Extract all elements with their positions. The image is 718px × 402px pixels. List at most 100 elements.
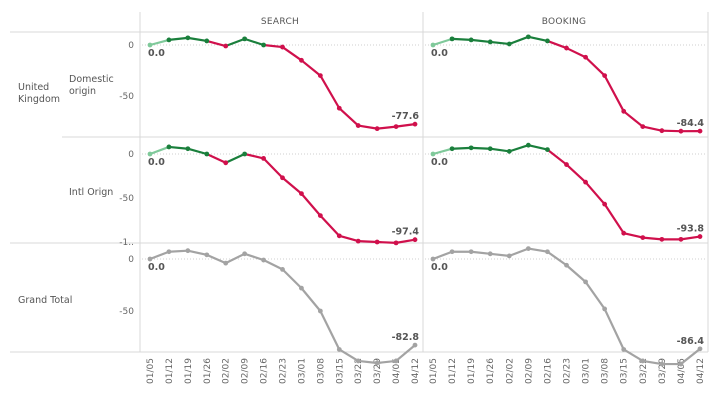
x-tick-label: 01/26: [486, 358, 496, 384]
data-point: [393, 124, 399, 129]
series-line-segment: [470, 38, 492, 44]
data-point: [659, 128, 665, 134]
series-line-segment: [319, 214, 341, 237]
data-point: [640, 358, 646, 364]
data-point: [242, 251, 248, 257]
data-point: [449, 249, 455, 255]
series-line-segment: [357, 359, 379, 365]
data-point: [299, 285, 304, 291]
subrow-label-line: Domestic: [69, 74, 114, 85]
data-point: [659, 236, 665, 242]
y-tick-label: 0: [128, 150, 134, 160]
series-line-segment: [205, 39, 227, 48]
series-line-segment: [186, 36, 208, 43]
y-tick-label: -50: [119, 92, 134, 102]
x-tick-label: 02/16: [260, 358, 270, 384]
series-line-segment: [546, 148, 568, 166]
series-line-segment: [357, 240, 379, 244]
x-tick-label: 02/16: [543, 358, 553, 384]
row-label-line: United: [18, 82, 49, 93]
series-line-segment: [338, 234, 360, 243]
y-tick-label: -1..: [119, 238, 134, 248]
x-tick-label: 02/23: [563, 358, 573, 384]
data-point: [449, 146, 455, 152]
data-point: [506, 148, 512, 154]
series-line-segment: [167, 36, 189, 42]
series-line-segment: [243, 152, 265, 160]
series-line-segment: [319, 74, 341, 110]
data-point: [525, 246, 531, 252]
series-line-segment: [527, 35, 549, 43]
series-line-segment: [603, 74, 625, 113]
series-line-segment: [167, 249, 189, 253]
data-point: [621, 230, 627, 236]
subrow-label-domestic-origin: Domestic origin: [69, 74, 117, 97]
data-point: [545, 249, 550, 255]
start-value-label: 0.0: [148, 157, 165, 168]
series-line-segment: [470, 250, 492, 255]
end-value-label: -97.4: [392, 227, 420, 238]
data-point: [317, 213, 323, 219]
end-value-label: -93.8: [677, 224, 705, 235]
data-point: [583, 54, 588, 60]
data-point: [204, 151, 210, 157]
data-point: [621, 108, 627, 114]
series-line-segment: [431, 147, 454, 156]
start-value-label: 0.0: [148, 262, 165, 273]
series-line-segment: [148, 38, 171, 47]
series-line-segment: [186, 147, 208, 156]
data-point: [487, 251, 493, 257]
x-tick-label: 03/08: [316, 358, 326, 384]
series-line-segment: [262, 258, 284, 271]
start-value-label: 0.0: [148, 48, 165, 59]
end-value-label: -84.4: [677, 118, 705, 129]
data-point: [166, 37, 172, 43]
data-point: [374, 360, 380, 366]
data-point: [147, 151, 153, 157]
data-point: [678, 128, 684, 134]
series-line-segment: [431, 250, 454, 261]
x-tick-label: 02/23: [279, 358, 289, 384]
series-line-segment: [565, 163, 587, 184]
series-line-segment: [450, 146, 473, 150]
data-point: [564, 45, 569, 51]
series-line-segment: [243, 37, 265, 47]
data-point: [449, 36, 455, 42]
data-point: [430, 151, 436, 157]
column-header-booking: BOOKING: [542, 17, 587, 27]
row-label-grand-total: Grand Total: [18, 295, 72, 306]
data-point: [640, 235, 646, 241]
data-point: [545, 38, 550, 44]
series-line-segment: [186, 249, 208, 256]
data-point: [280, 267, 285, 272]
data-point: [185, 248, 191, 254]
data-point: [336, 105, 342, 111]
series-line-segment: [489, 252, 511, 257]
series-line-segment: [376, 240, 398, 244]
x-tick-label: 04/12: [411, 358, 421, 384]
series-line-segment: [205, 253, 227, 265]
start-value-label: 0.0: [431, 48, 448, 59]
data-point: [430, 42, 436, 48]
data-point: [355, 358, 361, 364]
end-value-label: -77.6: [392, 111, 420, 122]
x-tick-label: 02/09: [524, 358, 534, 384]
x-tick-label: 03/15: [335, 358, 345, 384]
series-line-segment: [243, 252, 265, 262]
x-tick-label: 03/22: [354, 358, 364, 384]
x-tick-label: 03/22: [639, 358, 649, 384]
data-point: [678, 361, 684, 367]
row-label-united-kingdom: United Kingdom: [18, 82, 60, 105]
series-line-segment: [148, 145, 171, 156]
series-line-segment: [508, 144, 530, 153]
data-point: [166, 144, 172, 150]
x-tick-label: 04/12: [696, 358, 706, 384]
data-point: [147, 42, 153, 48]
data-point: [468, 249, 474, 255]
series-line-segment: [489, 40, 511, 46]
series-line-segment: [565, 264, 587, 283]
series-line-segment: [660, 129, 683, 133]
data-point: [147, 256, 153, 262]
data-point: [299, 57, 304, 63]
data-point: [374, 239, 380, 245]
